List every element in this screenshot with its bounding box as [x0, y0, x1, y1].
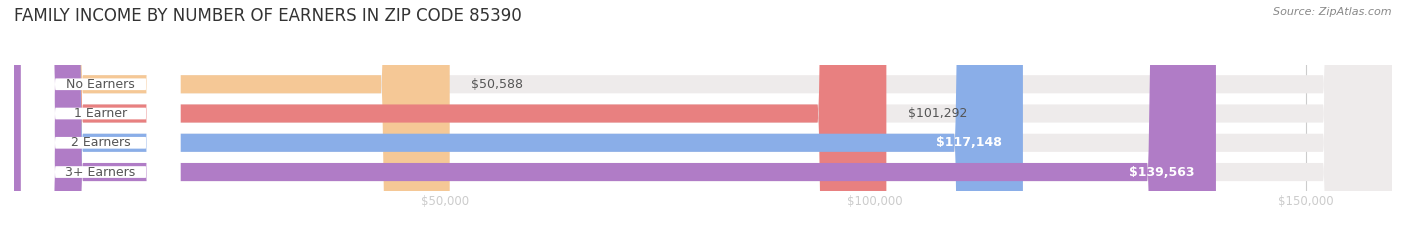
Text: 2 Earners: 2 Earners [70, 136, 131, 149]
FancyBboxPatch shape [14, 0, 1392, 233]
Text: $139,563: $139,563 [1129, 165, 1195, 178]
FancyBboxPatch shape [14, 0, 1392, 233]
Text: $50,588: $50,588 [471, 78, 523, 91]
FancyBboxPatch shape [14, 0, 1216, 233]
Text: Source: ZipAtlas.com: Source: ZipAtlas.com [1274, 7, 1392, 17]
Text: $101,292: $101,292 [908, 107, 967, 120]
FancyBboxPatch shape [14, 0, 450, 233]
FancyBboxPatch shape [21, 0, 180, 233]
Text: FAMILY INCOME BY NUMBER OF EARNERS IN ZIP CODE 85390: FAMILY INCOME BY NUMBER OF EARNERS IN ZI… [14, 7, 522, 25]
FancyBboxPatch shape [14, 0, 1392, 233]
FancyBboxPatch shape [14, 0, 886, 233]
FancyBboxPatch shape [14, 0, 1024, 233]
FancyBboxPatch shape [14, 0, 1392, 233]
FancyBboxPatch shape [21, 0, 180, 233]
Text: $117,148: $117,148 [935, 136, 1001, 149]
Text: No Earners: No Earners [66, 78, 135, 91]
Text: 1 Earner: 1 Earner [75, 107, 127, 120]
Text: 3+ Earners: 3+ Earners [66, 165, 136, 178]
FancyBboxPatch shape [21, 0, 180, 233]
FancyBboxPatch shape [21, 0, 180, 233]
